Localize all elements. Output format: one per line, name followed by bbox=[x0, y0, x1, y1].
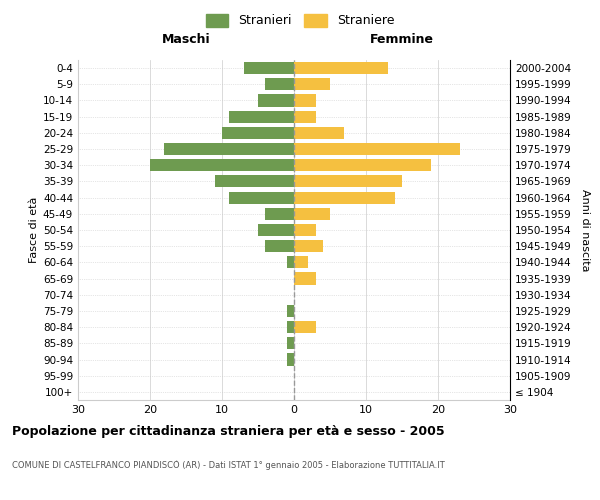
Bar bbox=[287, 354, 294, 366]
Bar bbox=[244, 62, 294, 74]
Bar bbox=[294, 272, 316, 284]
Bar bbox=[265, 78, 294, 90]
Bar bbox=[294, 159, 431, 172]
Bar bbox=[287, 338, 294, 349]
Bar bbox=[294, 208, 330, 220]
Bar bbox=[294, 176, 402, 188]
Bar bbox=[294, 224, 316, 236]
Bar bbox=[229, 192, 294, 203]
Bar bbox=[215, 176, 294, 188]
Text: Maschi: Maschi bbox=[161, 34, 211, 46]
Bar bbox=[294, 62, 388, 74]
Bar bbox=[287, 256, 294, 268]
Bar bbox=[294, 110, 316, 122]
Bar bbox=[287, 305, 294, 317]
Bar bbox=[229, 110, 294, 122]
Bar bbox=[287, 321, 294, 333]
Bar bbox=[294, 94, 316, 106]
Bar bbox=[258, 94, 294, 106]
Text: Femmine: Femmine bbox=[370, 34, 434, 46]
Legend: Stranieri, Straniere: Stranieri, Straniere bbox=[201, 8, 399, 32]
Bar bbox=[265, 208, 294, 220]
Bar bbox=[164, 143, 294, 155]
Bar bbox=[294, 143, 460, 155]
Bar bbox=[258, 224, 294, 236]
Bar bbox=[294, 78, 330, 90]
Y-axis label: Fasce di età: Fasce di età bbox=[29, 197, 39, 263]
Bar bbox=[294, 240, 323, 252]
Bar bbox=[265, 240, 294, 252]
Bar bbox=[294, 321, 316, 333]
Bar bbox=[294, 192, 395, 203]
Text: Popolazione per cittadinanza straniera per età e sesso - 2005: Popolazione per cittadinanza straniera p… bbox=[12, 425, 445, 438]
Y-axis label: Anni di nascita: Anni di nascita bbox=[580, 188, 590, 271]
Bar bbox=[294, 256, 308, 268]
Text: COMUNE DI CASTELFRANCO PIANDISCÒ (AR) - Dati ISTAT 1° gennaio 2005 - Elaborazio: COMUNE DI CASTELFRANCO PIANDISCÒ (AR) -… bbox=[12, 460, 445, 469]
Bar bbox=[294, 127, 344, 139]
Bar bbox=[222, 127, 294, 139]
Bar bbox=[150, 159, 294, 172]
